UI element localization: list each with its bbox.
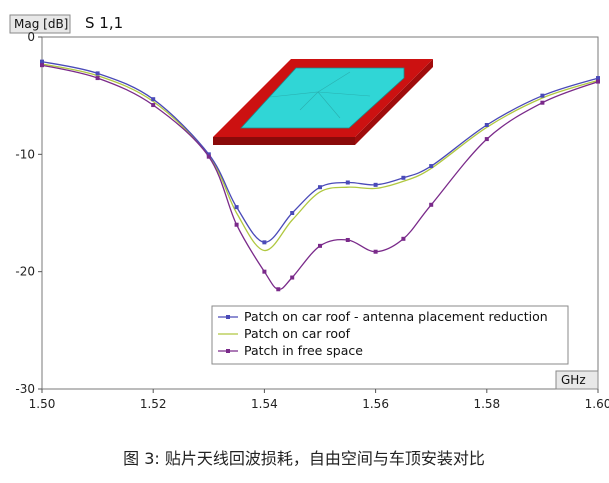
antenna-patch-illustration (213, 59, 433, 145)
roof-frame-side-right (355, 59, 433, 145)
roof-frame-side (213, 137, 355, 145)
data-point (151, 97, 156, 102)
y-tick-label: -20 (15, 265, 35, 279)
x-tick-label: 1.60 (585, 397, 609, 411)
data-point (318, 185, 322, 190)
y-axis-ticks: 0 -10 -20 -30 (15, 30, 42, 396)
data-point (290, 275, 295, 280)
chart-title: S 1,1 (85, 14, 123, 32)
data-point (95, 71, 100, 76)
legend-marker (226, 315, 230, 319)
data-point (318, 243, 322, 248)
series-line (41, 64, 599, 291)
data-point (262, 240, 267, 245)
data-point (345, 180, 350, 185)
data-point (401, 175, 406, 180)
y-tick-label: -10 (15, 147, 35, 161)
data-point (373, 249, 378, 254)
data-point (262, 269, 267, 274)
x-axis-title: GHz (561, 373, 586, 387)
legend-item: Patch on car roof (218, 326, 351, 341)
x-tick-label: 1.58 (473, 397, 500, 411)
legend-label: Patch on car roof - antenna placement re… (244, 309, 548, 324)
x-axis-title-box (555, 370, 599, 390)
data-point (151, 103, 156, 108)
series-2 (41, 63, 599, 252)
x-tick-label: 1.52 (140, 397, 167, 411)
patch-surface (240, 67, 405, 129)
legend-items: Patch on car roof - antenna placement re… (218, 309, 548, 358)
series-line (41, 63, 599, 252)
data-point (345, 237, 350, 242)
legend-label: Patch on car roof (244, 326, 351, 341)
x-tick-label: 1.56 (362, 397, 389, 411)
data-point (540, 100, 545, 105)
data-point (401, 236, 406, 241)
legend-box (211, 305, 569, 365)
x-axis-ticks: 1.50 1.52 1.54 1.56 1.58 1.60 (29, 389, 609, 411)
y-tick-label: 0 (27, 30, 35, 44)
data-point (373, 182, 378, 187)
legend-item: Patch in free space (218, 343, 363, 358)
series-3 (40, 63, 600, 292)
y-axis-title-box (9, 14, 71, 34)
data-point (206, 154, 211, 159)
data-point (484, 123, 489, 127)
legend-marker (226, 349, 230, 353)
patch-mesh (269, 71, 371, 119)
y-tick-label: -30 (15, 382, 35, 396)
data-point (40, 59, 44, 64)
data-point (429, 164, 434, 169)
legend-label: Patch in free space (244, 343, 363, 358)
figure-caption: 图 3: 贴片天线回波损耗，自由空间与车顶安装对比 (123, 449, 485, 468)
data-point (95, 76, 100, 81)
x-tick-label: 1.50 (29, 397, 56, 411)
data-point (290, 211, 295, 215)
data-point (540, 93, 545, 98)
legend-item: Patch on car roof - antenna placement re… (218, 309, 548, 324)
data-point (206, 152, 211, 157)
data-point (40, 63, 44, 68)
data-point (234, 222, 239, 227)
data-point (596, 76, 600, 81)
series-layer (40, 59, 600, 292)
data-point (484, 137, 489, 142)
data-point (429, 202, 434, 207)
series-1 (40, 59, 600, 245)
y-axis-title: Mag [dB] (14, 17, 68, 31)
data-point (276, 287, 281, 292)
data-point (234, 205, 239, 210)
data-point (596, 79, 600, 84)
x-tick-label: 1.54 (251, 397, 278, 411)
legend: Patch on car roof - antenna placement re… (211, 305, 569, 365)
